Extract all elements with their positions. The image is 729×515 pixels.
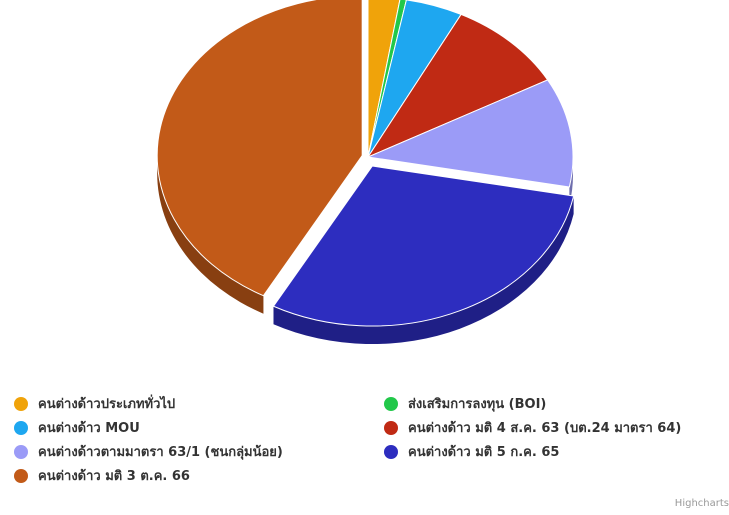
legend-item-section-63-1[interactable]: คนต่างด้าวตามมาตรา 63/1 (ชนกลุ่มน้อย) — [14, 441, 283, 462]
legend-dot-icon — [384, 444, 398, 459]
legend-dot-icon — [14, 444, 28, 459]
legend-item-resolution-3-oct-66[interactable]: คนต่างด้าว มติ 3 ต.ค. 66 — [14, 465, 190, 486]
legend-dot-icon — [14, 468, 28, 483]
legend-item-mou[interactable]: คนต่างด้าว MOU — [14, 417, 140, 438]
pie-slice-7[interactable] — [156, 0, 363, 297]
pie-slice-side — [273, 196, 574, 345]
legend-item-resolution-4-aug-63[interactable]: คนต่างด้าว มติ 4 ส.ค. 63 (บต.24 มาตรา 64… — [384, 417, 681, 438]
legend-label: คนต่างด้าวตามมาตรา 63/1 (ชนกลุ่มน้อย) — [38, 445, 283, 460]
legend-label: คนต่างด้าว มติ 3 ต.ค. 66 — [38, 469, 190, 484]
legend-label: คนต่างด้าว มติ 4 ส.ค. 63 (บต.24 มาตรา 64… — [408, 421, 682, 436]
legend-item-resolution-5-jul-65[interactable]: คนต่างด้าว มติ 5 ก.ค. 65 — [384, 441, 559, 462]
legend-dot-icon — [384, 420, 398, 435]
pie-chart — [156, 0, 575, 345]
legend-label: คนต่างด้าว มติ 5 ก.ค. 65 — [408, 445, 560, 460]
pie-slice-4[interactable] — [366, 13, 549, 159]
chart-credits[interactable]: Highcharts — [674, 498, 729, 509]
legend-label: คนต่างด้าวประเภททั่วไป — [38, 397, 176, 412]
legend-item-general[interactable]: คนต่างด้าวประเภททั่วไป — [14, 393, 175, 414]
pie-slice-6[interactable] — [272, 165, 575, 327]
legend-dot-icon — [384, 396, 398, 411]
legend-dot-icon — [14, 420, 28, 435]
legend-label: ส่งเสริมการลงทุน (BOI) — [408, 397, 547, 412]
legend-dot-icon — [14, 396, 28, 411]
legend-label: คนต่างด้าว MOU — [38, 421, 140, 436]
pie-slice-5[interactable] — [366, 79, 574, 188]
legend-item-boi[interactable]: ส่งเสริมการลงทุน (BOI) — [384, 393, 546, 414]
pie-slice-side — [157, 155, 264, 314]
